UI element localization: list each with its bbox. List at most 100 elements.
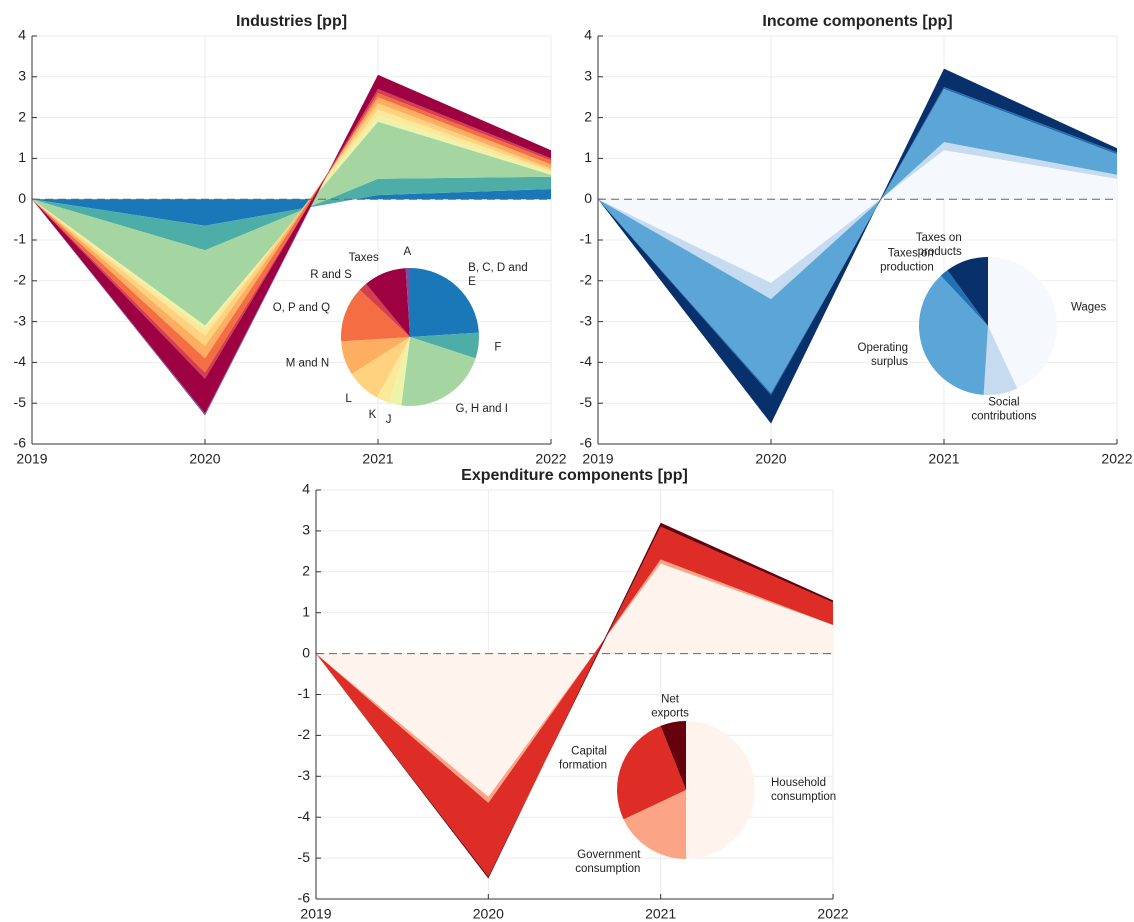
pie-label: Net exports [651, 694, 689, 720]
y-tick-label: -2 [14, 272, 27, 288]
area [598, 89, 1117, 393]
y-tick-label: -3 [14, 312, 27, 328]
y-tick-label: -5 [14, 394, 27, 410]
pie-slice [617, 725, 686, 820]
pie-label: Taxes on products [916, 232, 962, 258]
pie-label: Operating surplus [858, 342, 909, 368]
area [316, 522, 833, 879]
y-tick-label: -3 [580, 312, 593, 328]
area [316, 563, 833, 797]
x-tick-label: 2019 [300, 906, 331, 922]
x-tick-label: 2020 [189, 451, 220, 467]
pie-slice [940, 270, 988, 326]
pie-slice [623, 790, 686, 859]
y-tick-label: 2 [584, 108, 592, 124]
y-tick-label: -6 [14, 435, 27, 451]
x-tick-label: 2019 [16, 451, 47, 467]
area [316, 559, 833, 803]
pie-slice [341, 337, 410, 374]
pie-slice [686, 721, 755, 859]
y-tick-label: 3 [18, 68, 26, 84]
area [32, 176, 551, 251]
pie-slice [919, 275, 988, 395]
pie-label: F [494, 342, 501, 354]
x-tick-label: 2022 [817, 906, 848, 922]
y-tick-label: -4 [580, 353, 593, 369]
pie-label: Social contributions [971, 397, 1036, 423]
x-tick-label: 2021 [362, 451, 393, 467]
y-tick-label: -1 [14, 231, 27, 247]
pie-slice [401, 337, 476, 406]
y-tick-label: -1 [298, 685, 311, 701]
pie-label: A [403, 246, 411, 258]
y-tick-label: 2 [302, 563, 310, 579]
y-tick-label: 4 [302, 481, 310, 497]
pie-slice [359, 283, 410, 337]
pie-label: B, C, D and E [468, 262, 527, 288]
y-tick-label: -2 [580, 272, 593, 288]
pie-label: Taxes on production [880, 248, 934, 274]
pie-slice [376, 337, 410, 403]
pie-label: O, P and Q [273, 302, 330, 314]
area [598, 142, 1117, 300]
y-tick-label: -6 [580, 435, 593, 451]
y-tick-label: 4 [18, 27, 26, 43]
chart-title: Income components [pp] [762, 13, 952, 30]
y-tick-label: -5 [298, 849, 311, 865]
y-tick-label: 3 [302, 522, 310, 538]
y-tick-label: 1 [302, 603, 310, 619]
pie-slice [988, 257, 1058, 389]
x-tick-label: 2020 [473, 906, 504, 922]
y-tick-label: 1 [18, 149, 26, 165]
y-tick-label: -1 [580, 231, 593, 247]
x-tick-label: 2019 [582, 451, 613, 467]
y-tick-label: 0 [584, 190, 592, 206]
pie-slice [410, 268, 479, 337]
pie-label: Capital formation [559, 746, 607, 772]
pie-label: J [386, 414, 392, 426]
x-tick-label: 2022 [535, 451, 566, 467]
y-tick-label: -4 [14, 353, 27, 369]
pie-slice [351, 337, 410, 398]
pie-slice [405, 268, 410, 337]
pie-label: K [369, 409, 377, 421]
y-tick-label: 3 [584, 68, 592, 84]
pie-label: M and N [286, 357, 329, 369]
y-tick-label: 0 [302, 644, 310, 660]
y-tick-label: -3 [298, 767, 311, 783]
pie-slice [366, 268, 410, 337]
area [32, 74, 551, 414]
pie-slice [983, 326, 1018, 395]
y-tick-label: 1 [584, 149, 592, 165]
pie-label: Taxes [349, 252, 379, 264]
area [32, 103, 551, 347]
x-tick-label: 2021 [928, 451, 959, 467]
pie-label: Wages [1071, 301, 1107, 313]
y-tick-label: 0 [18, 190, 26, 206]
pie-label: L [345, 393, 352, 405]
y-tick-label: 2 [18, 108, 26, 124]
chart-title: Expenditure components [pp] [461, 467, 688, 484]
chart-title: Industries [pp] [236, 13, 347, 30]
pie-slice [660, 721, 686, 790]
x-tick-label: 2020 [755, 451, 786, 467]
y-tick-label: 4 [584, 27, 592, 43]
area [598, 150, 1117, 283]
x-tick-label: 2021 [645, 906, 676, 922]
pie-slice [947, 257, 988, 326]
x-tick-label: 2022 [1101, 451, 1132, 467]
pie-slice [341, 289, 410, 342]
pie-slice [410, 332, 479, 359]
y-tick-label: -6 [298, 890, 311, 906]
pie-label: Household consumption [771, 777, 836, 803]
pie-label: R and S [310, 269, 352, 281]
area [32, 189, 551, 226]
y-tick-label: -4 [298, 808, 311, 824]
y-tick-label: -5 [580, 394, 593, 410]
pie-label: Government consumption [575, 849, 641, 875]
y-tick-label: -2 [298, 726, 311, 742]
pie-slice [388, 337, 410, 406]
pie-label: G, H and I [456, 403, 508, 415]
area [32, 74, 551, 416]
